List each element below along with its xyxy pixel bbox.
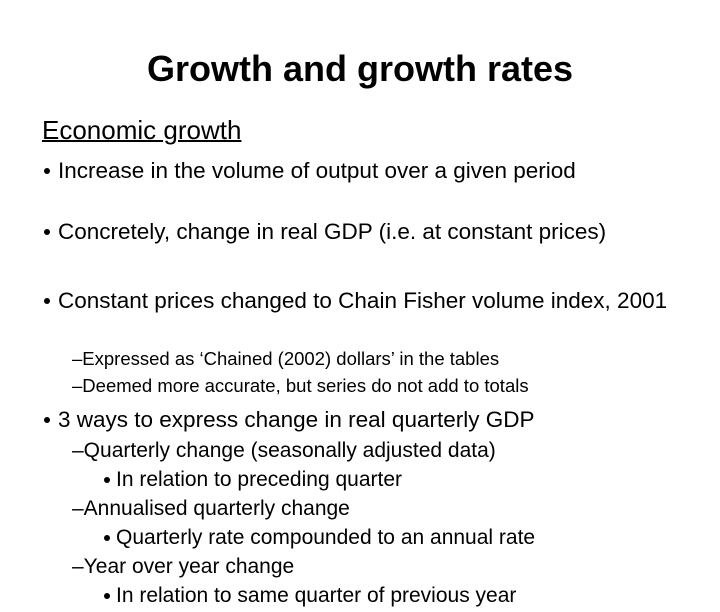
bullet-text: –Annualised quarterly change bbox=[72, 497, 350, 520]
bullet-dot bbox=[44, 297, 50, 304]
bullet-text: In relation to preceding quarter bbox=[116, 468, 403, 491]
bullet-text: 3 ways to express change in real quarter… bbox=[58, 407, 535, 432]
bullet-item: In relation to preceding quarter bbox=[104, 465, 716, 494]
bullet-item: Constant prices changed to Chain Fisher … bbox=[44, 287, 678, 314]
bullet-item: –Year over year change bbox=[72, 552, 712, 581]
bullet-text: Quarterly rate compounded to an annual r… bbox=[116, 526, 536, 549]
bullet-item: 3 ways to express change in real quarter… bbox=[44, 406, 678, 433]
bullet-text: –Deemed more accurate, but series do not… bbox=[72, 375, 529, 396]
bullet-text: –Expressed as ‘Chained (2002) dollars’ i… bbox=[72, 348, 500, 369]
bullet-item: –Quarterly change (seasonally adjusted d… bbox=[72, 436, 712, 465]
bullet-text: –Quarterly change (seasonally adjusted d… bbox=[72, 439, 496, 462]
bullet-item: Increase in the volume of output over a … bbox=[44, 157, 678, 184]
bullet-text: Increase in the volume of output over a … bbox=[58, 158, 576, 183]
bullet-text: Concretely, change in real GDP (i.e. at … bbox=[58, 219, 607, 244]
bullet-text: Constant prices changed to Chain Fisher … bbox=[58, 288, 668, 313]
bullet-item: Concretely, change in real GDP (i.e. at … bbox=[44, 218, 678, 245]
bullet-text: In relation to same quarter of previous … bbox=[116, 584, 517, 607]
slide-title: Growth and growth rates bbox=[146, 48, 574, 89]
bullet-item: –Expressed as ‘Chained (2002) dollars’ i… bbox=[72, 345, 712, 372]
slide-heading: Economic growth bbox=[42, 115, 242, 145]
bullet-dot bbox=[44, 416, 50, 423]
bullet-dot bbox=[104, 534, 110, 541]
bullet-dot bbox=[104, 476, 110, 483]
bullet-item: Quarterly rate compounded to an annual r… bbox=[104, 523, 716, 552]
bullet-dot bbox=[104, 592, 110, 599]
bullet-dot bbox=[44, 228, 50, 235]
bullet-item: In relation to same quarter of previous … bbox=[104, 581, 716, 610]
bullet-item: –Annualised quarterly change bbox=[72, 494, 712, 523]
bullet-dot bbox=[44, 167, 50, 174]
bullet-item: –Deemed more accurate, but series do not… bbox=[72, 372, 712, 399]
bullet-text: –Year over year change bbox=[72, 555, 295, 578]
